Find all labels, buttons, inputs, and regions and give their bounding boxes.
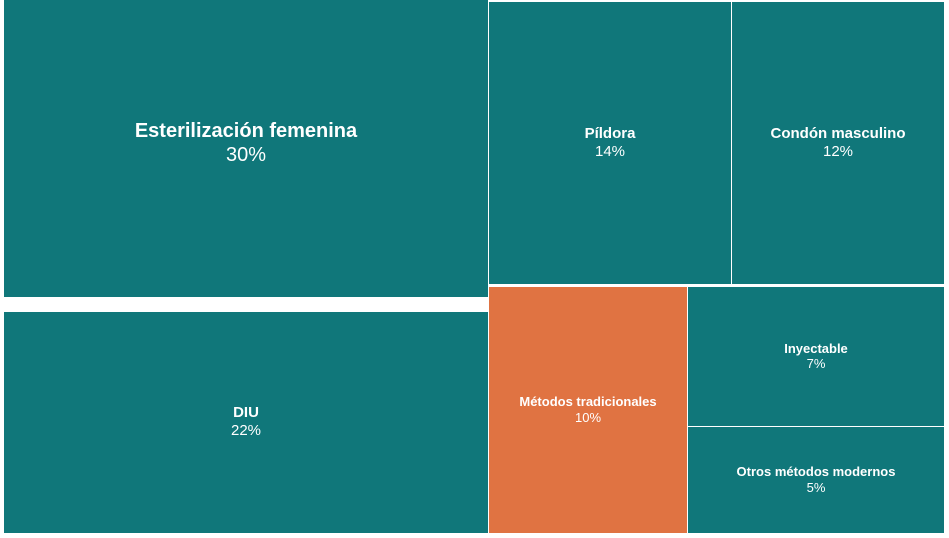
treemap-cell-label: Píldora [584, 124, 636, 142]
treemap-cell-value: 12% [822, 142, 854, 160]
treemap-cell-diu: DIU 22% [4, 312, 488, 533]
treemap-cell-pildora: Píldora 14% [489, 2, 731, 284]
treemap-cell-esterilizacion-femenina: Esterilización femenina 30% [4, 0, 488, 297]
treemap-cell-inyectable: Inyectable 7% [688, 287, 944, 426]
treemap-cell-value: 7% [806, 356, 826, 372]
treemap-cell-value: 22% [230, 422, 262, 440]
treemap-cell-label: Esterilización femenina [134, 120, 358, 142]
treemap-cell-label: Inyectable [784, 340, 848, 356]
treemap-cell-label: DIU [233, 404, 259, 422]
treemap-cell-value: 30% [225, 144, 267, 166]
treemap-cell-otros-metodos-modernos: Otros métodos modernos 5% [688, 427, 944, 533]
treemap-cell-value: 10% [574, 409, 602, 425]
treemap-cell-metodos-tradicionales: Métodos tradicionales 10% [489, 287, 687, 533]
treemap-cell-condon-masculino: Condón masculino 12% [732, 2, 944, 284]
treemap-cell-label: Métodos tradicionales [519, 394, 657, 410]
treemap-cell-value: 14% [594, 142, 626, 160]
treemap-cell-value: 5% [806, 479, 826, 495]
treemap-cell-label: Condón masculino [770, 124, 906, 142]
treemap-cell-label: Otros métodos modernos [736, 464, 896, 480]
